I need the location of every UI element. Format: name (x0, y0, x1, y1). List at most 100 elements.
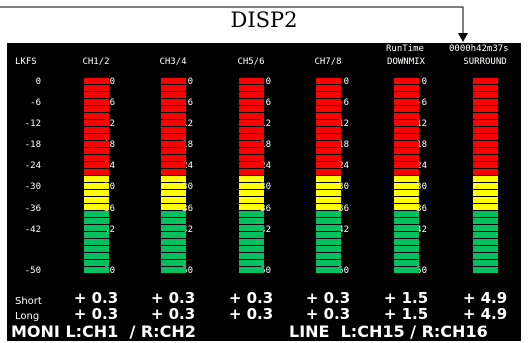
meter-segment (239, 190, 264, 196)
meter-segment (473, 155, 498, 161)
meter-segment (84, 239, 109, 245)
scale-tick-label: -24 (24, 161, 41, 171)
scale-tick-label: -6 (30, 98, 41, 108)
meter-segment (161, 246, 186, 252)
meter-segment (316, 260, 341, 266)
meter-segment (394, 211, 419, 217)
meter-segment (473, 134, 498, 140)
scale-tick-label: -6 (104, 98, 115, 108)
meter-segment (473, 246, 498, 252)
meter-segment (239, 204, 264, 210)
meter-segment (84, 204, 109, 210)
meter-segment (239, 85, 264, 91)
meter-segment (239, 211, 264, 217)
scale-tick-label: 0 (421, 77, 427, 87)
meter-segment (394, 169, 419, 175)
meter-segment (473, 92, 498, 98)
meter-segment (239, 169, 264, 175)
short-term-value: + 0.3 (228, 289, 274, 307)
runtime-label: RunTime (386, 44, 424, 54)
meter-segment (161, 155, 186, 161)
long-row-label: Long (15, 311, 40, 322)
meter-segment (161, 267, 186, 273)
meter-segment (161, 225, 186, 231)
level-meter-bar (316, 78, 341, 273)
meter-segment (473, 260, 498, 266)
meter-segment (394, 232, 419, 238)
meter-segment (84, 253, 109, 259)
meter-segment (316, 232, 341, 238)
meter-segment (394, 183, 419, 189)
meter-segment (161, 232, 186, 238)
meter-segment (84, 92, 109, 98)
short-term-value: + 0.3 (150, 289, 196, 307)
meter-segment (239, 99, 264, 105)
meter-segment (239, 232, 264, 238)
scale-tick-label: -18 (24, 140, 41, 150)
scale-tick-label: 0 (343, 77, 349, 87)
meter-segment (316, 176, 341, 182)
long-term-value: + 1.5 (383, 305, 429, 323)
meter-segment (473, 113, 498, 119)
meter-segment (161, 85, 186, 91)
meter-segment (316, 169, 341, 175)
scale-tick-label: 0 (35, 77, 41, 87)
meter-segment (161, 127, 186, 133)
meter-segment (394, 134, 419, 140)
meter-segment (316, 190, 341, 196)
meter-segment (473, 225, 498, 231)
meter-segment (316, 120, 341, 126)
meter-segment (84, 246, 109, 252)
meter-segment (239, 225, 264, 231)
meter-segment (473, 239, 498, 245)
meter-segment (473, 169, 498, 175)
meter-segment (84, 127, 109, 133)
scale-tick-label: -6 (416, 98, 427, 108)
meter-segment (239, 183, 264, 189)
meter-segment (316, 92, 341, 98)
meter-segment (316, 239, 341, 245)
meter-segment (161, 190, 186, 196)
long-term-value: + 0.3 (228, 305, 274, 323)
meter-segment (316, 106, 341, 112)
meter-segment (239, 141, 264, 147)
meter-segment (473, 127, 498, 133)
meter-segment (84, 211, 109, 217)
meter-segment (161, 134, 186, 140)
meter-segment (84, 162, 109, 168)
loudness-meter-screen: RunTime 0000h42m37s LKFS CH1/2 CH3/4 CH5/6… (7, 43, 521, 341)
meter-segment (316, 246, 341, 252)
scale-tick-label: 0 (109, 77, 115, 87)
meter-segment (394, 99, 419, 105)
scale-tick-label: -36 (24, 204, 41, 214)
meter-segment (473, 78, 498, 84)
meter-segment (161, 120, 186, 126)
short-term-value: + 0.3 (305, 289, 351, 307)
meter-segment (161, 141, 186, 147)
short-row-label: Short (15, 296, 42, 307)
meter-segment (316, 85, 341, 91)
meter-segment (239, 218, 264, 224)
meter-segment (316, 253, 341, 259)
meter-segment (473, 253, 498, 259)
scale-tick-label: 0 (265, 77, 271, 87)
long-term-value: + 0.3 (73, 305, 119, 323)
meter-segment (161, 197, 186, 203)
meter-segment (161, 253, 186, 259)
meter-segment (316, 225, 341, 231)
meter-segment (239, 148, 264, 154)
meter-segment (316, 134, 341, 140)
line-output: LINE L:CH15 / R:CH16 (289, 322, 488, 341)
meter-segment (84, 134, 109, 140)
meter-segment (239, 155, 264, 161)
meter-segment (84, 176, 109, 182)
meter-segment (394, 176, 419, 182)
meter-segment (316, 211, 341, 217)
meter-segment (316, 141, 341, 147)
meter-segment (394, 148, 419, 154)
monitor-output: MONI L:CH1 / R:CH2 (11, 322, 196, 341)
meter-segment (161, 99, 186, 105)
meter-segment (473, 197, 498, 203)
meter-segment (161, 92, 186, 98)
meter-segment (161, 162, 186, 168)
